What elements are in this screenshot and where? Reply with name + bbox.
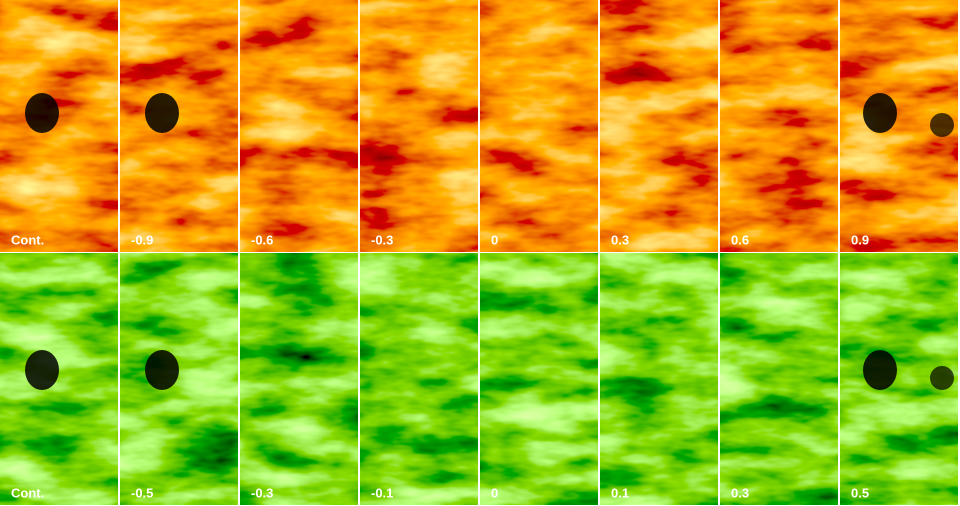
dark-spot [863, 350, 897, 390]
panel-label: 0.5 [851, 485, 869, 500]
panel-label: -0.6 [251, 232, 273, 247]
panel-label: 0.9 [851, 232, 869, 247]
dark-spot [25, 350, 59, 390]
panel-label: -0.5 [131, 485, 153, 500]
dark-spot [930, 366, 954, 390]
dark-spot [930, 113, 954, 137]
panel-label: 0 [491, 232, 498, 247]
dark-spot [25, 93, 59, 133]
panel-label: -0.9 [131, 232, 153, 247]
panel-label: 0.1 [611, 485, 629, 500]
panel-label: 0.3 [611, 232, 629, 247]
image-panel [120, 0, 238, 252]
panel-label: 0.3 [731, 485, 749, 500]
image-panel [0, 253, 118, 505]
dark-spot [863, 93, 897, 133]
image-panel [240, 0, 358, 252]
panel-label: -0.3 [251, 485, 273, 500]
panel-label: 0.6 [731, 232, 749, 247]
image-panel [600, 253, 718, 505]
image-panel [120, 253, 238, 505]
image-panel [720, 0, 838, 252]
dark-spot [145, 350, 179, 390]
image-panel [360, 0, 478, 252]
image-panel [480, 253, 598, 505]
image-panel [240, 253, 358, 505]
dark-spot [145, 93, 179, 133]
panel-label: Cont. [11, 232, 44, 247]
panel-label: 0 [491, 485, 498, 500]
panel-label: -0.3 [371, 232, 393, 247]
image-panel [360, 253, 478, 505]
panel-label: -0.1 [371, 485, 393, 500]
image-panel [480, 0, 598, 252]
panel-label: Cont. [11, 485, 44, 500]
image-panel [720, 253, 838, 505]
image-panel [0, 0, 118, 252]
image-panel [600, 0, 718, 252]
